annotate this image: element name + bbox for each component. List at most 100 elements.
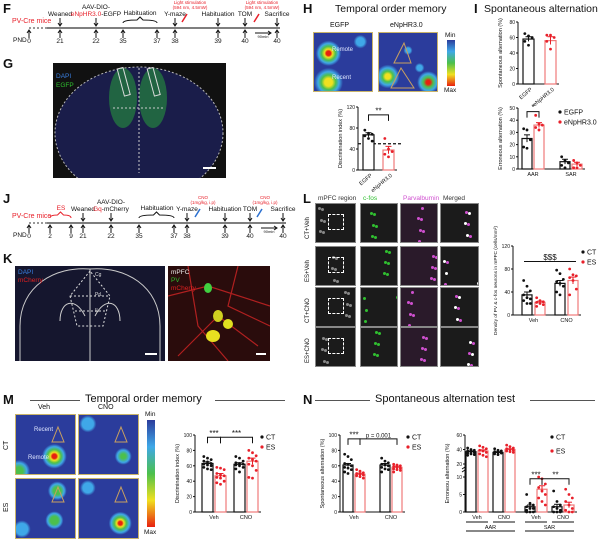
y-axis-label: Erroneou alternation (%): [445, 443, 451, 503]
micrograph-tile: [315, 203, 356, 243]
up-arrow-icon: [80, 224, 86, 233]
data-point: [358, 469, 362, 473]
data-point: [383, 152, 387, 156]
event-label-part: Habituation: [124, 10, 157, 17]
data-point: [484, 447, 488, 451]
y-tick-label: 50: [509, 106, 515, 112]
pnd-tick: 21: [56, 38, 64, 45]
pnd-label: PND: [13, 37, 27, 44]
x-tick-label: AAR: [527, 172, 538, 178]
pnd-tick: 9: [69, 233, 73, 240]
legend-label: ES: [266, 445, 276, 452]
data-point: [508, 445, 512, 448]
down-arrow-icon: [184, 213, 190, 222]
data-point: [525, 493, 529, 496]
data-point: [386, 461, 390, 465]
data-point: [522, 299, 526, 303]
pnd-tick: 37: [153, 38, 161, 45]
down-arrow-icon: [108, 213, 114, 222]
event-label: TOM: [243, 206, 257, 213]
y-tick-label: 10: [509, 155, 515, 161]
panel-label-i: I: [474, 1, 478, 16]
data-point: [395, 468, 399, 472]
data-point: [358, 472, 362, 476]
up-arrow-icon: [242, 29, 248, 38]
data-point: [567, 503, 571, 507]
heatmap-ct-veh: Recent Remote: [15, 414, 76, 475]
data-point: [346, 466, 350, 470]
data-point: [370, 132, 374, 136]
duration-label: 90min: [264, 229, 275, 234]
pnd-tick: 22: [107, 233, 115, 240]
up-arrow-icon: [47, 224, 53, 233]
event-label-part: ES: [57, 205, 66, 212]
data-point: [358, 475, 362, 478]
data-point: [247, 456, 251, 460]
y-tick-label: 80: [331, 448, 337, 454]
data-point: [219, 466, 222, 470]
data-point: [254, 454, 258, 458]
x-tick-label: Veh: [209, 515, 218, 521]
data-point: [206, 460, 209, 464]
pnd-tick: 22: [92, 38, 100, 45]
data-point: [531, 507, 535, 510]
x-tick-label: eNpHR3.0: [532, 87, 556, 108]
panel-label-f: F: [3, 1, 11, 16]
heatmap-label-enphr: eNpHR3.0: [390, 22, 423, 29]
data-point: [496, 451, 500, 454]
data-point: [363, 134, 367, 138]
data-point: [466, 451, 470, 455]
data-point: [219, 476, 222, 480]
data-point: [558, 272, 562, 275]
mpfc-micrograph: mPFC PV mCherry: [167, 265, 271, 362]
legend-label: ES: [587, 260, 597, 267]
data-point: [535, 304, 539, 308]
data-point: [540, 489, 544, 493]
data-point: [215, 465, 219, 469]
event-label: Y-maze: [176, 206, 198, 213]
syringe-icon: [194, 208, 201, 218]
data-point: [206, 463, 209, 467]
legend-label: CT: [266, 435, 276, 442]
data-point: [552, 489, 556, 493]
egfp-label: EGFP: [56, 82, 74, 89]
data-point: [383, 467, 387, 471]
data-point: [552, 36, 556, 39]
data-point: [499, 449, 503, 453]
x-tick-label: Veh: [349, 515, 358, 521]
down-arrow-icon: [57, 18, 63, 27]
up-arrow-icon: [93, 29, 99, 38]
title-rule: [30, 400, 80, 401]
data-point: [508, 450, 512, 454]
data-point: [380, 462, 384, 466]
data-point: [472, 453, 476, 456]
colorbar-min-label: Min: [445, 32, 456, 39]
dapi-label: DAPI: [18, 269, 34, 276]
heatmap-label-egfp: EGFP: [330, 22, 350, 29]
data-point: [355, 472, 359, 475]
data-point: [367, 131, 370, 135]
heatmap-col-veh: Veh: [38, 404, 51, 411]
treatment-note: CNO: [198, 195, 208, 200]
data-point: [560, 155, 564, 159]
data-point: [241, 462, 245, 466]
supergroup-label: AAR: [485, 525, 496, 531]
event-label: TOM: [238, 11, 252, 18]
micrograph-tile: [315, 327, 356, 367]
pnd-tick: 35: [135, 233, 143, 240]
legend-label: CT: [556, 435, 566, 442]
data-point: [380, 465, 384, 469]
data-point: [528, 138, 532, 142]
data-point: [572, 166, 576, 170]
mcherry-label: mCherry: [18, 277, 43, 284]
data-point: [222, 468, 226, 472]
data-point: [469, 448, 473, 451]
data-point: [361, 476, 365, 480]
light-stimulation-icon: [253, 13, 260, 23]
data-point: [525, 296, 529, 300]
data-point: [505, 443, 509, 447]
significance-label: $$$: [543, 253, 557, 262]
data-point: [564, 500, 568, 503]
pnd-tick: 39: [221, 233, 229, 240]
legend-label: CT: [587, 250, 597, 257]
